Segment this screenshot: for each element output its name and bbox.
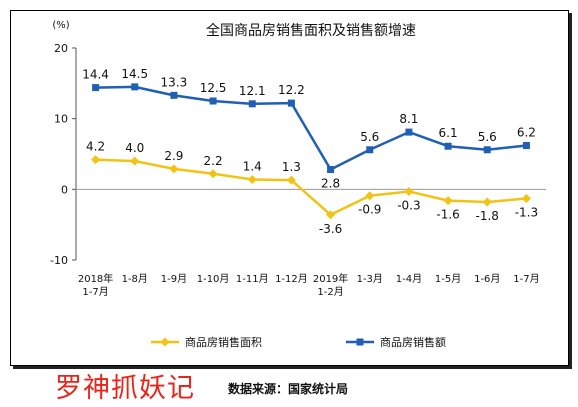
data-point	[130, 156, 140, 166]
data-label: 5.6	[478, 130, 497, 144]
data-point	[208, 169, 218, 179]
data-point	[91, 155, 101, 165]
x-tick-label: 1-8月	[122, 273, 148, 285]
data-label: 14.5	[121, 67, 148, 81]
x-tick-label: 2019年	[313, 272, 348, 285]
data-label: 1.4	[243, 159, 262, 173]
data-point	[404, 186, 414, 196]
x-tick-label: 1-4月	[396, 273, 422, 285]
data-point	[327, 166, 335, 174]
legend-label: 商品房销售额	[380, 335, 446, 349]
x-tick-label: 1-7月	[513, 273, 539, 285]
x-tick-label: 1-10月	[197, 273, 230, 285]
data-point	[170, 91, 178, 99]
data-point	[444, 142, 452, 150]
data-source-note: 数据来源：国家统计局	[228, 382, 349, 396]
data-label: 8.1	[399, 112, 418, 126]
x-tick-label: 1-7月	[82, 286, 108, 298]
data-point	[326, 210, 336, 220]
x-tick-label: 2018年	[78, 272, 113, 285]
legend-marker	[356, 338, 364, 346]
x-tick-label: 1-11月	[236, 273, 269, 285]
x-tick-label: 1-12月	[275, 273, 308, 285]
data-label: 5.6	[360, 130, 379, 144]
y-axis-unit-label: (%)	[52, 20, 69, 31]
data-label: -1.3	[515, 206, 538, 220]
data-point	[521, 194, 531, 204]
data-label: 12.1	[239, 84, 266, 98]
x-tick-label: 1-9月	[161, 273, 187, 285]
data-label: 12.5	[200, 81, 227, 95]
data-point	[443, 196, 453, 206]
chart-frame: 全国商品房销售面积及销售额增速 (%) 20 10 0 -10 2018年 1-7月 1-8月 1…	[10, 10, 569, 366]
data-label: -1.8	[476, 209, 499, 223]
data-label: 12.2	[278, 83, 305, 97]
data-point	[169, 164, 179, 174]
data-point	[405, 128, 413, 136]
data-label: 2.9	[164, 149, 183, 163]
data-point	[92, 84, 100, 92]
data-point	[366, 146, 374, 154]
legend-marker	[160, 337, 170, 347]
x-tick-label: 1-5月	[435, 273, 461, 285]
chart-title: 全国商品房销售面积及销售额增速	[206, 22, 416, 39]
data-point	[131, 83, 139, 91]
data-label: -3.6	[319, 222, 342, 236]
data-point	[286, 175, 296, 185]
data-label: 6.2	[517, 126, 536, 140]
series-line-sales-area	[95, 158, 527, 217]
data-label: -0.3	[397, 198, 420, 212]
watermark-text: 罗神抓妖记	[55, 373, 195, 404]
data-label: 4.0	[125, 141, 144, 155]
series-line-sales-amount	[95, 85, 527, 171]
data-label: 13.3	[161, 75, 188, 89]
data-label: 4.2	[86, 140, 105, 154]
y-tick-label: -10	[50, 254, 68, 267]
data-label: 6.1	[439, 126, 458, 140]
data-point	[209, 97, 217, 105]
data-point	[247, 174, 257, 184]
data-point	[483, 146, 491, 154]
data-point	[482, 197, 492, 207]
data-point	[522, 142, 530, 150]
data-point	[365, 191, 375, 201]
data-label: 2.2	[204, 154, 223, 168]
data-label: -1.6	[436, 208, 459, 222]
data-point	[248, 100, 256, 108]
data-point	[287, 99, 295, 107]
data-label: -0.9	[358, 203, 381, 217]
data-label: 1.3	[282, 160, 301, 174]
y-tick-label: 20	[54, 42, 68, 55]
data-label: 2.8	[321, 177, 340, 191]
legend-label: 商品房销售面积	[185, 335, 262, 349]
x-tick-label: 1-2月	[317, 286, 343, 298]
y-tick-label: 10	[54, 113, 68, 126]
x-tick-label: 1-6月	[474, 273, 500, 285]
x-tick-label: 1-3月	[357, 273, 383, 285]
data-label: 14.4	[82, 68, 109, 82]
y-tick-label: 0	[61, 183, 68, 196]
